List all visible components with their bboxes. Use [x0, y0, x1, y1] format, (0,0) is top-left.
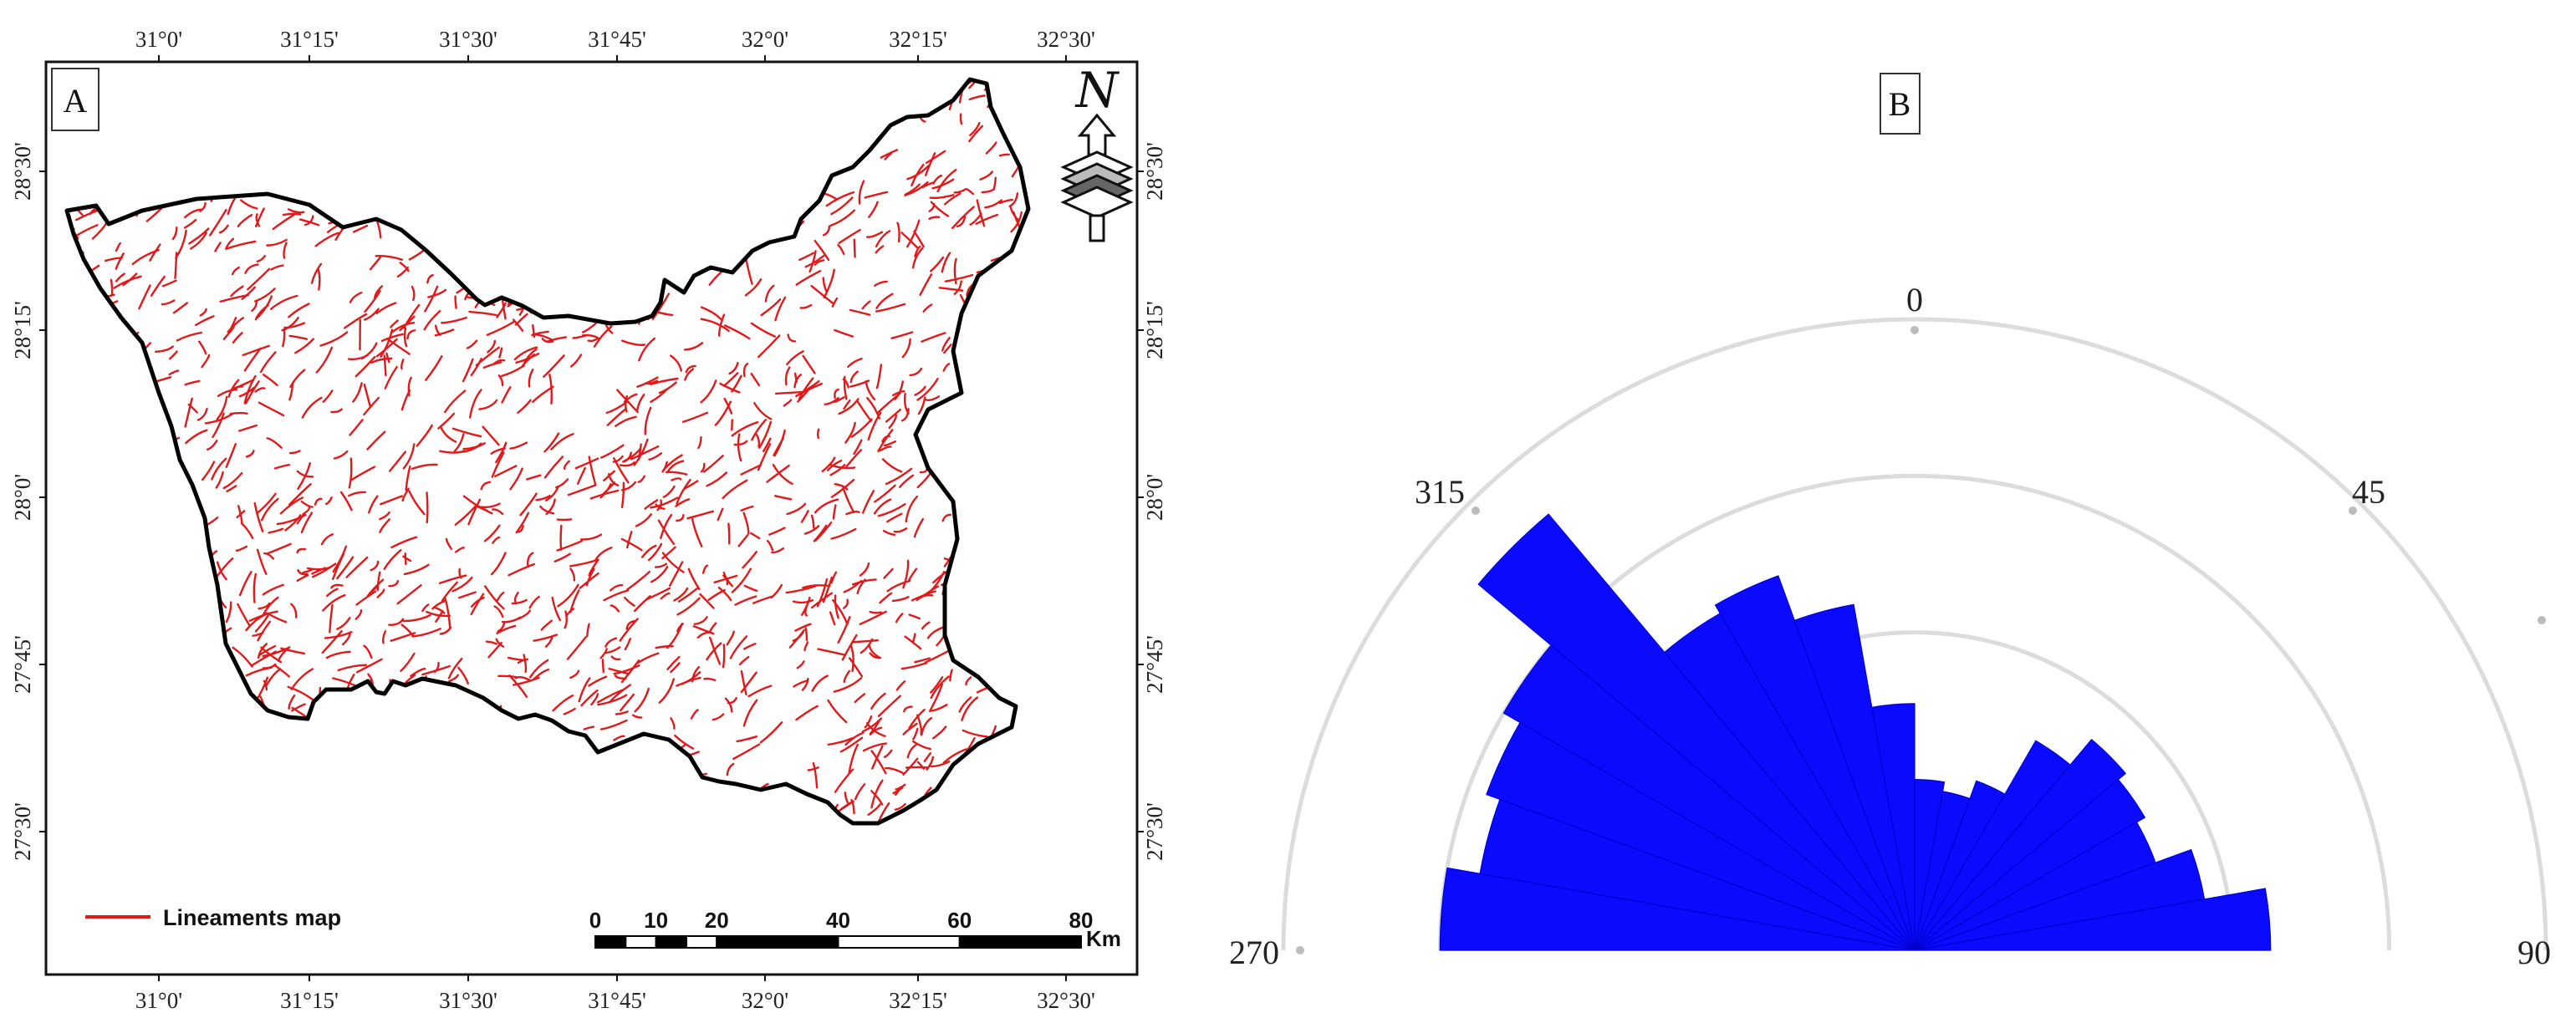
rose-angle-labels: 0 45 90 270 315 [1229, 281, 2551, 971]
latitude-tick-label-right: 27°45' [1142, 635, 1167, 694]
scale-bar-segment [655, 935, 687, 949]
panel-a-label-box [51, 68, 99, 131]
longitude-tick-label-top: 31°30' [439, 27, 497, 52]
rose-angle-label: 315 [1415, 473, 1465, 511]
longitude-tick-label-top: 31°15' [280, 27, 339, 52]
scale-bar-tick-label: 10 [644, 908, 668, 933]
rose-bar [1914, 778, 2146, 951]
legend: Lineaments map [85, 905, 341, 930]
panel-b-label: B [1889, 85, 1911, 123]
latitude-tick-label-right: 28°0' [1142, 474, 1167, 521]
scale-bar-tick-label: 80 [1069, 908, 1094, 933]
scale-bar-segment [716, 935, 839, 949]
latitude-tick-label-right: 28°30' [1142, 142, 1167, 201]
longitude-tick-label-bottom: 32°0' [742, 988, 788, 1013]
study-area-boundary [64, 77, 1031, 826]
rose-angle-tick [1910, 326, 1919, 334]
latitude-tick-label-right: 28°15' [1142, 301, 1167, 359]
longitude-tick-label-top: 31°0' [135, 27, 182, 52]
scale-bar-segment [958, 935, 1082, 949]
scale-bar-tick-label: 60 [947, 908, 972, 933]
longitude-tick-label-bottom: 32°15' [889, 988, 947, 1013]
north-arrow-letter: N [1074, 62, 1120, 119]
rose-bar [1793, 603, 1915, 951]
north-arrow-icon: N [1060, 62, 1134, 242]
rose-angle-tick [2538, 616, 2546, 624]
latitude-ticks-left: 28°30' 28°15' 28°0' 27°45' 27°30' [10, 142, 46, 861]
panel-a-label: A [64, 82, 88, 120]
rose-angle-tick [2349, 506, 2357, 515]
latitude-tick-label-left: 27°30' [10, 802, 35, 861]
rose-bars [1439, 513, 2272, 951]
longitude-tick-label-bottom: 31°0' [135, 988, 182, 1013]
longitude-tick-label-top: 32°15' [889, 27, 947, 52]
scale-bar-tick-label: 40 [826, 908, 850, 933]
longitude-tick-label-bottom: 32°30' [1037, 988, 1095, 1013]
longitude-tick-label-top: 31°45' [588, 27, 646, 52]
longitude-tick-label-top: 32°30' [1037, 27, 1095, 52]
longitude-ticks-bottom: 31°0' 31°15' 31°30' 31°45' 32°0' 32°15' 32°30' [135, 975, 1095, 1013]
legend-label: Lineaments map [163, 905, 341, 930]
longitude-ticks-top: 31°0' 31°15' 31°30' 31°45' 32°0' 32°15' 32°30' [135, 27, 1095, 62]
latitude-tick-label-right: 27°30' [1142, 802, 1167, 861]
rose-bar [1477, 513, 1915, 951]
longitude-tick-label-bottom: 31°30' [439, 988, 497, 1013]
latitude-tick-label-left: 28°15' [10, 301, 35, 359]
rose-bar [1871, 703, 1915, 951]
scale-bar-unit: Km [1086, 926, 1121, 951]
rose-grid-ring [1437, 473, 2392, 951]
latitude-tick-label-left: 28°0' [10, 474, 35, 521]
scale-bar-segment [625, 935, 657, 949]
scale-bar-segment [837, 935, 961, 949]
scale-bar-tick-label: 20 [705, 908, 729, 933]
rose-angle-tick [1296, 946, 1304, 954]
latitude-tick-label-left: 27°45' [10, 635, 35, 694]
longitude-tick-label-bottom: 31°45' [588, 988, 646, 1013]
latitude-ticks-right: 28°30' 28°15' 28°0' 27°45' 27°30' [1137, 142, 1167, 861]
rose-angle-label: 270 [1229, 934, 1279, 971]
rose-angle-label: 90 [2517, 934, 2551, 971]
panel-b-label-box [1880, 73, 1921, 135]
longitude-tick-label-bottom: 31°15' [280, 988, 339, 1013]
scale-bar-tick-label: 0 [589, 908, 601, 933]
rose-bar [1714, 575, 1915, 951]
rose-bar [1914, 888, 2272, 951]
rose-angle-label: 0 [1906, 281, 1923, 318]
scale-bar-segment [685, 935, 718, 949]
panel-b-rose-diagram: B 0 45 90 270 315 [1229, 73, 2551, 971]
rose-bar [1914, 738, 2127, 951]
rose-angle-label: 45 [2352, 473, 2385, 511]
longitude-tick-label-top: 32°0' [742, 27, 788, 52]
panel-a-map: A 31°0' 31°15' 31°30' 31°45' 32°0' 32°15' 32°3… [10, 27, 1167, 1013]
scale-bar-segment [594, 935, 627, 949]
rose-angle-tick [1472, 506, 1480, 515]
latitude-tick-label-left: 28°30' [10, 142, 35, 201]
rose-grid-ring [1281, 317, 2548, 951]
